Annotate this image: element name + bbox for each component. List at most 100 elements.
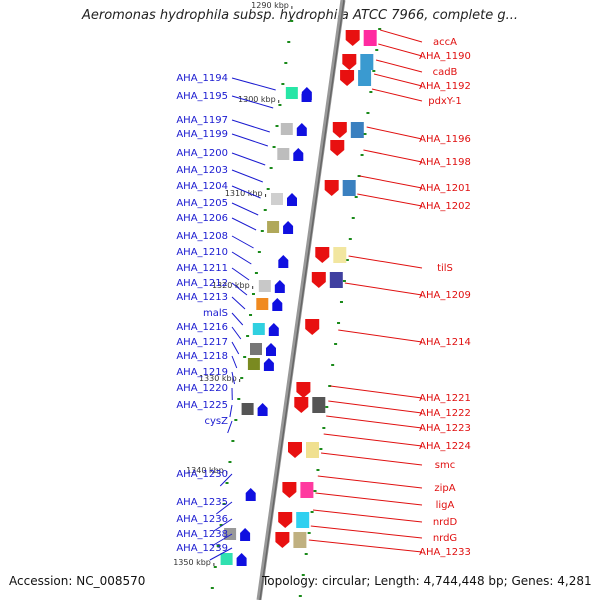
gene-arrow-reverse — [283, 221, 294, 234]
leader-line — [231, 202, 259, 216]
leader-line — [317, 475, 423, 489]
tick-dot — [310, 511, 314, 513]
gene-label-left: AHA_1218 — [176, 351, 228, 362]
tick-dot — [334, 343, 338, 345]
tick-dot — [354, 196, 358, 198]
tick-dot — [369, 91, 373, 93]
gene-arrow-reverse — [274, 280, 285, 293]
gene-arrow-forward — [324, 180, 339, 196]
leader-line — [231, 326, 242, 340]
topology-text: Topology: circular; Length: 4,744,448 bp… — [262, 574, 592, 588]
tick-dot — [378, 28, 382, 30]
leader-line — [310, 525, 423, 539]
gene-box — [360, 54, 374, 70]
tick-dot — [231, 440, 235, 442]
genome-axis — [256, 0, 346, 600]
gene-box — [358, 70, 372, 86]
gene-arrow-forward — [282, 482, 297, 498]
gene-label-left: AHA_1213 — [176, 292, 228, 303]
leader-line — [357, 193, 423, 207]
tick-dot — [342, 280, 346, 282]
gene-label-left: AHA_1211 — [176, 263, 228, 274]
tick-dot — [234, 419, 238, 421]
tick-dot — [345, 259, 349, 261]
leader-line — [231, 169, 263, 183]
tick-label: 1300 kbp — [238, 95, 276, 104]
leader-line — [380, 29, 423, 43]
gene-label-right: tilS — [437, 263, 453, 274]
tick-dot — [328, 385, 332, 387]
gene-arrow-reverse — [293, 148, 304, 161]
gene-label-right: AHA_1192 — [419, 81, 471, 92]
tick-dot — [351, 217, 355, 219]
gene-label-right: accA — [433, 37, 457, 48]
tick-dot — [210, 587, 214, 589]
tick-dot — [272, 146, 276, 148]
leader-line — [330, 385, 423, 399]
leader-line — [375, 59, 423, 73]
tick-dot — [284, 62, 288, 64]
gene-arrow-forward — [294, 397, 309, 413]
gene-label-left: AHA_1235 — [176, 497, 228, 508]
accession-text: Accession: NC_008570 — [9, 574, 146, 588]
gene-arrow-forward — [305, 319, 320, 335]
tick-dot — [269, 167, 273, 169]
leader-line — [216, 501, 233, 515]
leader-line — [231, 77, 276, 91]
tick-dot — [281, 83, 285, 85]
gene-box — [296, 512, 310, 528]
tick-dot — [222, 503, 226, 505]
gene-arrow-forward — [311, 272, 326, 288]
tick-label: 1310 kbp — [225, 189, 263, 198]
leader-line — [231, 185, 261, 199]
gene-box — [306, 442, 319, 458]
gene-arrow-reverse — [296, 123, 307, 136]
tick-dot — [298, 595, 302, 597]
tick-dot — [243, 356, 247, 358]
leader-line — [344, 282, 423, 296]
gene-arrow-reverse — [301, 89, 312, 102]
tick-dot — [266, 188, 270, 190]
gene-label-left: AHA_1212 — [176, 278, 228, 289]
leader-line — [373, 73, 423, 87]
gene-label-left: AHA_1203 — [176, 165, 228, 176]
tick-dot — [357, 175, 361, 177]
tick-dot — [290, 20, 294, 22]
leader-line — [227, 420, 233, 434]
gene-label-left: AHA_1199 — [176, 129, 228, 140]
gene-box — [363, 30, 377, 46]
gene-label-right: ligA — [436, 500, 455, 511]
gene-arrow-reverse — [236, 553, 247, 566]
tick-dot — [366, 112, 370, 114]
gene-label-right: nrdD — [433, 517, 458, 528]
gene-arrow-reverse — [272, 298, 283, 311]
leader-line — [231, 251, 252, 265]
tick-dot — [319, 448, 323, 450]
leader-line — [231, 95, 274, 109]
tick-label: 1320 kbp — [212, 281, 250, 290]
gene-label-right: AHA_1233 — [419, 547, 471, 558]
tick-dot — [237, 398, 241, 400]
gene-box — [252, 323, 265, 335]
gene-label-left: AHA_1206 — [176, 213, 228, 224]
leader-line — [308, 539, 423, 553]
gene-arrow-reverse — [266, 343, 276, 356]
tick-dot — [275, 125, 279, 127]
leader-line — [338, 329, 423, 343]
leader-line — [326, 415, 423, 429]
gene-label-left: AHA_1236 — [176, 514, 228, 525]
tick-dot — [260, 230, 264, 232]
tick-dot — [313, 490, 317, 492]
gene-box — [220, 553, 233, 565]
gene-box — [277, 148, 290, 160]
tick-dot — [249, 314, 253, 316]
tick-dot — [363, 133, 367, 135]
leader-line — [371, 88, 423, 102]
gene-box — [350, 122, 364, 138]
gene-label-left: AHA_1208 — [176, 231, 228, 242]
gene-label-right: AHA_1221 — [419, 393, 471, 404]
gene-arrow-forward — [288, 442, 302, 458]
tick-dot — [228, 461, 232, 463]
tick-dot — [301, 574, 305, 576]
gene-arrow-forward — [330, 140, 345, 156]
